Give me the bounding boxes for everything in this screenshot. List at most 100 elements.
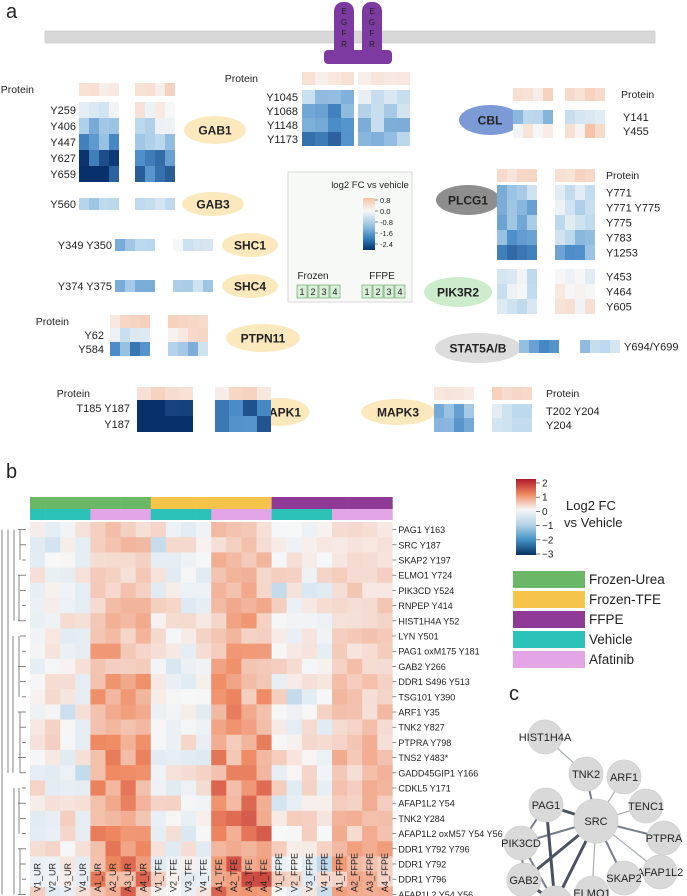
protein-level-cell bbox=[397, 72, 410, 85]
site-label: Y1068 bbox=[266, 106, 298, 118]
protein-level-cell bbox=[257, 387, 271, 400]
site-cell bbox=[555, 299, 565, 314]
heatmap-cell bbox=[226, 704, 242, 720]
protein-name: SHC4 bbox=[234, 280, 266, 294]
category-swatch bbox=[513, 571, 585, 588]
heatmap-cell bbox=[165, 780, 182, 796]
heatmap-cell bbox=[286, 871, 303, 888]
site-cell bbox=[125, 280, 135, 292]
heatmap-cell bbox=[135, 598, 152, 614]
heatmap-cell bbox=[301, 598, 318, 614]
heatmap-cell bbox=[301, 886, 318, 896]
heatmap-cell bbox=[362, 886, 378, 896]
row-label: LYN Y501 bbox=[398, 632, 438, 642]
site-label: Y447 bbox=[50, 137, 76, 149]
heatmap-cell bbox=[241, 780, 257, 796]
site-cell bbox=[517, 230, 527, 245]
heatmap-cell bbox=[241, 537, 257, 553]
heatmap-cell bbox=[60, 582, 76, 599]
site-label: T185 Y187 bbox=[76, 403, 130, 415]
site-cell bbox=[120, 342, 130, 356]
protein-level-cell bbox=[358, 72, 371, 85]
column-label: V2_TFE bbox=[168, 859, 178, 892]
heatmap-cell bbox=[105, 734, 121, 751]
heatmap-cell bbox=[332, 734, 348, 751]
heatmap-cell bbox=[60, 704, 76, 720]
heatmap-cell bbox=[332, 552, 348, 568]
heatmap-cell bbox=[105, 674, 121, 690]
site-cell bbox=[533, 110, 543, 124]
heatmap-cell bbox=[241, 689, 257, 705]
row-label: AFAP1L2 oxM57 Y54 Y56 bbox=[398, 829, 502, 839]
category-label: Afatinib bbox=[589, 652, 634, 667]
column-label: A4_TFE bbox=[259, 859, 269, 892]
heatmap-cell bbox=[226, 628, 242, 644]
heatmap-cell bbox=[105, 582, 121, 599]
heatmap-cell bbox=[181, 810, 197, 827]
heatmap-cell bbox=[332, 613, 348, 629]
heatmap-cell bbox=[135, 674, 152, 690]
protein-level-cell bbox=[302, 72, 315, 85]
column-label: A4_UR bbox=[138, 862, 148, 892]
site-cell bbox=[523, 110, 533, 124]
site-cell bbox=[565, 110, 575, 124]
legend-lane-box bbox=[307, 284, 319, 299]
site-cell bbox=[109, 102, 119, 118]
heatmap-cell bbox=[60, 886, 76, 896]
protein-name: SHC1 bbox=[234, 239, 266, 253]
heatmap-cell bbox=[150, 522, 167, 538]
heatmap-cell bbox=[256, 658, 272, 675]
heatmap-cell bbox=[362, 810, 378, 827]
heatmap-cell bbox=[286, 886, 303, 896]
heatmap-cell bbox=[226, 567, 242, 584]
heatmap-cell bbox=[316, 613, 333, 629]
heatmap-cell bbox=[196, 886, 212, 896]
heatmap-cell bbox=[181, 643, 197, 660]
site-cell bbox=[109, 198, 119, 210]
site-cell bbox=[165, 198, 175, 210]
site-cell bbox=[341, 132, 354, 146]
site-cell bbox=[168, 328, 178, 342]
site-cell bbox=[517, 215, 527, 230]
heatmap-cell bbox=[181, 613, 197, 629]
site-cell bbox=[135, 150, 145, 166]
heatmap-cell bbox=[75, 826, 91, 842]
heatmap-cell bbox=[377, 871, 393, 888]
site-cell bbox=[130, 328, 140, 342]
site-cell bbox=[565, 200, 575, 215]
site-cell bbox=[145, 198, 155, 210]
site-cell bbox=[575, 110, 585, 124]
site-cell bbox=[575, 299, 585, 314]
heatmap-cell bbox=[347, 826, 363, 842]
category-label: Frozen-TFE bbox=[589, 592, 661, 607]
site-cell bbox=[302, 104, 315, 118]
protein-level-cell bbox=[371, 72, 384, 85]
heatmap-cell bbox=[196, 598, 212, 614]
heatmap-cell bbox=[241, 826, 257, 842]
site-cell bbox=[165, 134, 175, 150]
legend-frozen-label: Frozen bbox=[297, 271, 328, 282]
site-cell bbox=[497, 269, 507, 284]
site-cell bbox=[555, 215, 565, 230]
site-label: Y453 bbox=[606, 272, 632, 284]
site-cell bbox=[193, 280, 203, 292]
site-label: Y775 bbox=[606, 218, 632, 230]
heatmap-cell bbox=[316, 643, 333, 660]
heatmap-cell bbox=[377, 522, 393, 538]
site-cell bbox=[600, 340, 610, 353]
protein-level-cell bbox=[130, 315, 140, 328]
network-node-label: TNK2 bbox=[572, 769, 600, 781]
heatmap-cell bbox=[165, 613, 182, 629]
heatmap-cell bbox=[196, 582, 212, 599]
site-label: Y1045 bbox=[266, 92, 298, 104]
site-cell bbox=[99, 102, 109, 118]
protein-row-label: Protein bbox=[546, 388, 579, 400]
heatmap-cell bbox=[90, 643, 106, 660]
site-cell bbox=[397, 132, 410, 146]
group-annotation bbox=[75, 497, 91, 509]
heatmap-cell bbox=[316, 734, 333, 751]
site-cell bbox=[165, 118, 175, 134]
heatmap-cell bbox=[181, 795, 197, 812]
heatmap-cell bbox=[45, 689, 61, 705]
site-cell bbox=[517, 200, 527, 215]
